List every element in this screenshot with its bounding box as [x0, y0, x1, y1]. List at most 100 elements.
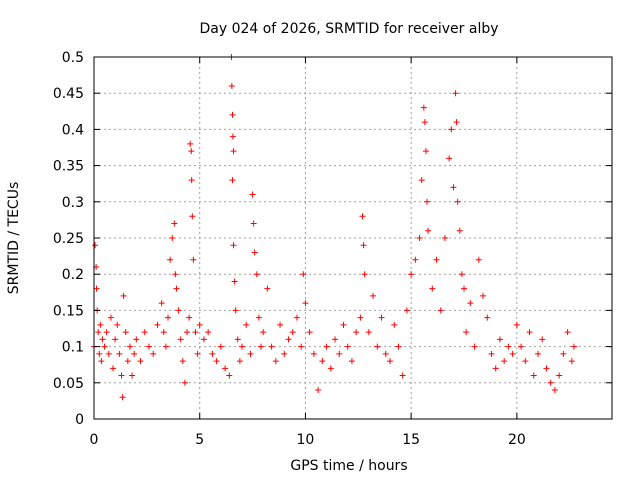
data-point: [172, 271, 179, 278]
data-point: [119, 394, 126, 401]
data-point: [250, 220, 257, 227]
data-point: [145, 343, 152, 350]
data-point: [475, 256, 482, 263]
data-point: [179, 358, 186, 365]
axis-ticks: [93, 56, 612, 420]
y-tick-label: 0.3: [62, 195, 84, 211]
data-point: [167, 256, 174, 263]
data-point: [188, 177, 195, 184]
data-point: [336, 350, 343, 357]
data-point: [360, 242, 367, 249]
data-point: [154, 321, 161, 328]
data-point: [399, 372, 406, 379]
data-point: [484, 314, 491, 321]
data-point: [243, 321, 250, 328]
data-point: [239, 343, 245, 350]
data-point: [110, 365, 117, 372]
data-point: [467, 300, 474, 307]
data-point: [141, 329, 148, 336]
grid: [94, 57, 612, 419]
data-point: [418, 177, 425, 184]
tick-labels: 0 0.05 0.1 0.15 0.2 0.25 0.3 0.35 0.4 0.45 0.5 0 5 10…: [53, 50, 526, 448]
data-point: [231, 278, 238, 285]
data-point: [92, 242, 99, 249]
data-point: [422, 148, 429, 155]
data-point: [137, 358, 144, 365]
y-tick-label: 0.2: [62, 267, 84, 283]
data-point: [98, 358, 105, 365]
data-point: [175, 307, 182, 314]
data-point: [513, 321, 520, 328]
data-point: [429, 285, 436, 292]
data-point: [446, 155, 453, 162]
data-point: [539, 336, 546, 343]
chart-title: Day 024 of 2026, SRMTID for receiver alb…: [199, 21, 498, 37]
data-point: [93, 285, 100, 292]
data-point: [196, 321, 203, 328]
data-point: [200, 336, 207, 343]
x-axis-label: GPS time / hours: [290, 458, 407, 474]
data-point: [122, 329, 129, 336]
data-point: [187, 140, 194, 147]
data-point: [387, 358, 393, 365]
data-point: [249, 191, 256, 198]
data-point: [222, 365, 229, 372]
data-point: [560, 350, 567, 357]
data-point: [289, 329, 296, 336]
data-point: [116, 350, 123, 357]
data-point: [236, 358, 243, 365]
data-point: [492, 365, 499, 372]
data-point: [564, 329, 571, 336]
data-point: [370, 292, 377, 299]
data-point: [310, 350, 317, 357]
data-point: [277, 321, 284, 328]
x-tick-label: 15: [402, 432, 420, 448]
data-point: [361, 271, 368, 278]
data-point: [480, 292, 487, 299]
data-point: [264, 285, 271, 292]
data-point: [453, 119, 460, 126]
data-point: [226, 372, 233, 379]
data-point: [126, 343, 133, 350]
data-point: [186, 314, 193, 321]
y-axis-label: SRMTID / TECUs: [6, 182, 22, 295]
data-point: [129, 372, 136, 379]
data-point: [230, 242, 237, 249]
data-point: [365, 329, 372, 336]
data-point: [114, 321, 121, 328]
data-point: [160, 329, 167, 336]
data-point: [101, 343, 108, 350]
data-point: [319, 358, 326, 365]
data-point: [120, 292, 127, 299]
data-point: [209, 350, 216, 357]
data-point: [412, 256, 419, 263]
data-point: [437, 307, 444, 314]
data-point: [359, 213, 366, 220]
data-point: [192, 329, 199, 336]
data-point: [448, 126, 455, 133]
data-point: [374, 343, 381, 350]
data-point: [177, 336, 184, 343]
y-tick-label: 0.5: [62, 50, 84, 66]
x-tick-label: 10: [297, 432, 315, 448]
data-point: [105, 350, 112, 357]
data-point: [535, 350, 541, 357]
data-point: [403, 307, 410, 314]
y-tick-label: 0.25: [53, 231, 84, 247]
data-point: [501, 358, 508, 365]
data-point: [348, 358, 355, 365]
data-point: [255, 314, 262, 321]
data-point: [247, 350, 254, 357]
data-point: [150, 350, 157, 357]
data-point: [165, 314, 171, 321]
data-point: [96, 350, 103, 357]
data-point: [526, 329, 533, 336]
data-point: [181, 379, 188, 386]
data-point: [229, 111, 236, 118]
data-point: [107, 314, 114, 321]
data-point: [124, 358, 131, 365]
data-point: [450, 184, 457, 191]
data-point: [463, 329, 470, 336]
data-point: [228, 82, 235, 89]
